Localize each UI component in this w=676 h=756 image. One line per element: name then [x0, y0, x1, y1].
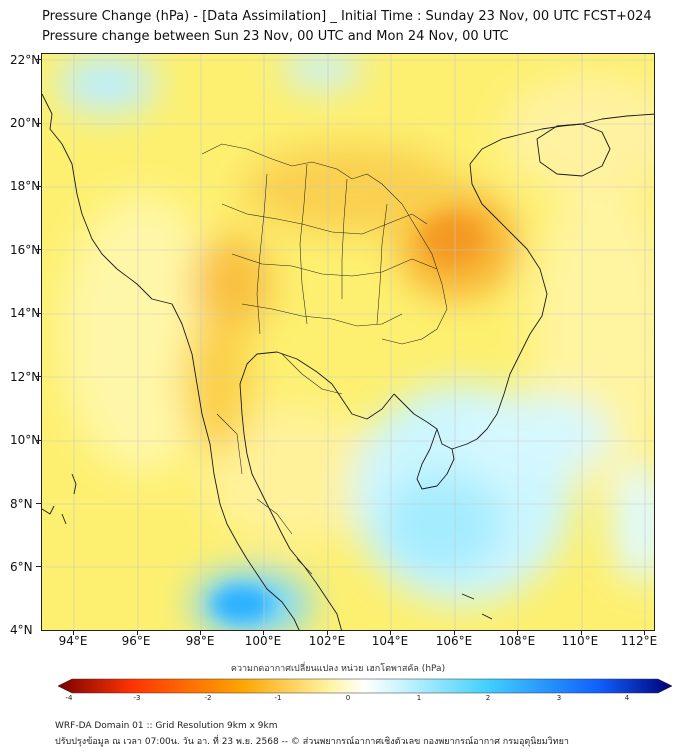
tick-y: [36, 123, 41, 124]
tick-y: [36, 440, 41, 441]
lat-label-16n: 16°N: [10, 243, 41, 257]
lon-label-102e: 102°E: [308, 634, 346, 648]
lon-label-108e: 108°E: [498, 634, 536, 648]
tick-x: [200, 631, 201, 635]
lon-label-110e: 110°E: [561, 634, 599, 648]
lon-label-98e: 98°E: [185, 634, 215, 648]
lat-label-10n: 10°N: [10, 433, 41, 447]
colorbar-tick: -2: [204, 694, 212, 702]
tick-y: [36, 566, 41, 567]
colorbar: [58, 678, 672, 694]
colorbar-tick: 3: [556, 694, 562, 702]
tick-x: [73, 631, 74, 635]
colorbar-tick: 0: [345, 694, 351, 702]
tick-y: [36, 186, 41, 187]
colorbar-tick: 2: [485, 694, 491, 702]
colorbar-tick: -4: [65, 694, 73, 702]
tick-x: [454, 631, 455, 635]
tick-x: [581, 631, 582, 635]
tick-y: [36, 59, 41, 60]
tick-x: [390, 631, 391, 635]
footer-credit: ปรับปรุงข้อมูล ณ เวลา 07:00น. วัน อา. ที…: [55, 737, 569, 747]
tick-x: [263, 631, 264, 635]
colorbar-tick: -3: [133, 694, 141, 702]
lat-label-22n: 22°N: [10, 53, 41, 67]
lat-label-12n: 12°N: [10, 370, 41, 384]
pressure-change-map: [41, 53, 655, 631]
lon-label-104e: 104°E: [371, 634, 409, 648]
tick-y: [36, 249, 41, 250]
lat-label-18n: 18°N: [10, 179, 41, 193]
chart-subtitle: Pressure change between Sun 23 Nov, 00 U…: [42, 29, 509, 44]
lon-label-96e: 96°E: [121, 634, 151, 648]
tick-x: [644, 631, 645, 635]
colorbar-tick: 4: [624, 694, 630, 702]
tick-x: [137, 631, 138, 635]
tick-y: [36, 503, 41, 504]
tick-y: [36, 313, 41, 314]
lat-label-14n: 14°N: [10, 306, 41, 320]
lon-label-112e: 112°E: [620, 634, 658, 648]
lat-label-20n: 20°N: [10, 116, 41, 130]
colorbar-label: ความกดอากาศเปลี่ยนแปลง หน่วย เฮกโตพาสคัล…: [230, 664, 446, 674]
colorbar-tick: -1: [274, 694, 282, 702]
footer-model-info: WRF-DA Domain 01 :: Grid Resolution 9km …: [55, 721, 278, 731]
chart-title: Pressure Change (hPa) - [Data Assimilati…: [42, 9, 652, 24]
lat-label-6n: 6°N: [10, 560, 33, 574]
lat-label-4n: 4°N: [10, 623, 33, 637]
lat-label-8n: 8°N: [10, 497, 33, 511]
tick-x: [327, 631, 328, 635]
colorbar-tick: 1: [416, 694, 422, 702]
lon-label-100e: 100°E: [244, 634, 282, 648]
lon-label-106e: 106°E: [435, 634, 473, 648]
lon-label-94e: 94°E: [58, 634, 88, 648]
tick-x: [517, 631, 518, 635]
tick-y: [36, 376, 41, 377]
